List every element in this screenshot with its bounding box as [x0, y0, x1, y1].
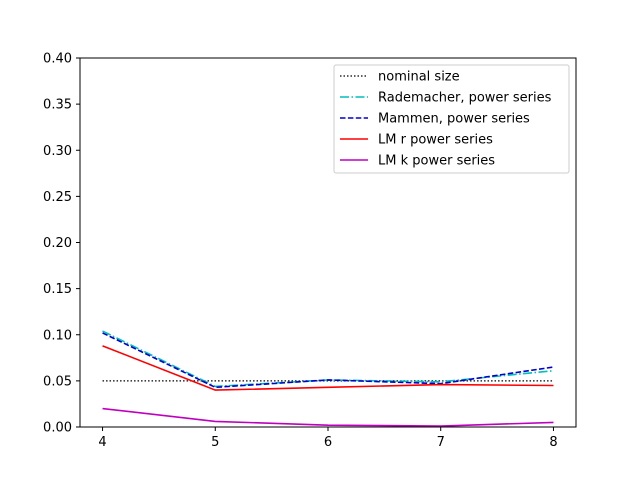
y-tick-label: 0.10 [43, 328, 72, 343]
axes-layer: 4 5 6 7 8 0.00 0.05 0.10 0.15 0.20 0.25 0.30 0.35 0.4… [43, 52, 577, 450]
y-tick-label: 0.20 [43, 236, 72, 251]
y-tick-label: 0.25 [43, 190, 72, 205]
x-tick-label: 6 [324, 435, 332, 450]
legend-label: Rademacher, power series [378, 91, 552, 106]
legend-label: nominal size [378, 70, 460, 85]
legend-label: LM r power series [378, 133, 493, 148]
x-tick-label: 7 [437, 435, 445, 450]
y-tick-label: 0.30 [43, 144, 72, 159]
legend-box [333, 64, 570, 174]
y-tick-label: 0.05 [43, 374, 72, 389]
x-tick-label: 8 [549, 435, 557, 450]
legend: nominal size Rademacher, power series Mamm… [333, 64, 570, 174]
y-tick-label: 0.40 [43, 52, 72, 67]
y-tick-label: 0.00 [43, 421, 72, 436]
series-line-3 [102, 332, 554, 389]
legend-label: LM k power series [378, 154, 495, 169]
x-tick-label: 4 [98, 435, 106, 450]
x-tick-label: 5 [211, 435, 219, 450]
y-tick-label: 0.35 [43, 98, 72, 113]
series-layer [102, 330, 554, 427]
legend-label: Mammen, power series [378, 112, 530, 127]
series-line-5 [102, 407, 554, 427]
series-line-4 [102, 345, 554, 391]
y-tick-label: 0.15 [43, 282, 72, 297]
